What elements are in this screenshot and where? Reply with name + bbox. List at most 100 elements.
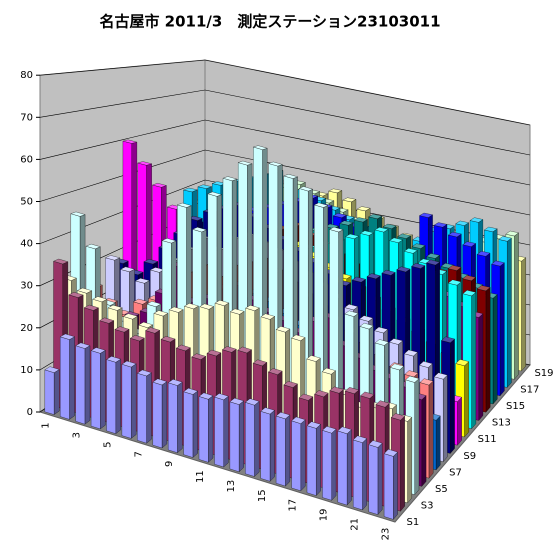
y-tick-label: 80: [20, 70, 33, 81]
bar: [106, 356, 122, 435]
bar-front: [121, 363, 132, 439]
bar-top: [175, 344, 191, 352]
bar-top: [214, 393, 229, 401]
bar-top: [152, 378, 168, 386]
bar-top: [390, 413, 405, 421]
bar-top: [122, 313, 138, 320]
y-tick-label: 50: [20, 197, 33, 208]
bar-top: [145, 327, 161, 334]
bar-side: [521, 257, 526, 372]
bar-side: [177, 381, 183, 454]
bar-side: [393, 451, 398, 520]
bar: [352, 435, 368, 511]
bar-side: [146, 372, 152, 444]
bar-side: [407, 416, 412, 504]
bar-top: [99, 317, 115, 324]
bar-top: [106, 356, 122, 363]
bar: [75, 342, 91, 425]
grid-line: [204, 119, 531, 186]
bar-front: [322, 430, 332, 501]
bar-top: [75, 342, 91, 349]
bar-top: [396, 266, 411, 273]
series-label: S3: [421, 500, 434, 511]
bar-front: [275, 415, 286, 487]
x-tick-label: 15: [257, 489, 268, 502]
bar-side: [285, 414, 291, 487]
bar-side: [507, 237, 512, 388]
bar-top: [207, 191, 223, 197]
bar-top: [339, 220, 354, 226]
bar-top: [283, 174, 299, 179]
bar-top: [184, 303, 199, 310]
bar-top: [275, 326, 291, 333]
chart-title: 名古屋市 2011/3 測定ステーション23103011: [99, 13, 440, 31]
bar: [183, 387, 199, 458]
bar-top: [44, 366, 60, 373]
bar-top: [447, 265, 462, 271]
bar-side: [471, 292, 477, 430]
bar-top: [351, 276, 366, 283]
bar-top: [328, 188, 343, 194]
bar-top: [411, 263, 426, 269]
bar-front: [183, 391, 194, 458]
y-tick-label: 10: [20, 365, 33, 376]
bar-top: [161, 238, 177, 244]
bar-side: [435, 415, 441, 471]
bar: [44, 366, 60, 415]
bar-side: [69, 336, 75, 420]
series-label: S7: [449, 467, 462, 478]
bar-top: [462, 275, 477, 281]
bar: [198, 392, 214, 463]
bar-side: [84, 345, 91, 425]
bar: [291, 416, 306, 492]
y-tick-label: 20: [20, 323, 33, 334]
bar-top: [183, 387, 199, 395]
bar-top: [426, 253, 440, 259]
bar: [260, 407, 275, 482]
bar-top: [476, 251, 491, 257]
bar-top: [83, 304, 99, 311]
bar-top: [206, 349, 222, 357]
bar-top: [447, 279, 462, 286]
bar-side: [100, 350, 106, 430]
grid-line: [39, 179, 206, 244]
bar-top: [419, 378, 434, 386]
bar-top: [137, 161, 153, 166]
bar-top: [332, 213, 347, 218]
bar-top: [342, 197, 357, 203]
bar-top: [359, 322, 374, 330]
bar-top: [121, 360, 137, 368]
bar: [322, 426, 337, 501]
series-label: S19: [534, 368, 553, 379]
bar-front: [383, 453, 394, 520]
bar-top: [359, 230, 374, 236]
bar-front: [229, 401, 240, 473]
bar-top: [245, 305, 260, 311]
bar-side: [414, 378, 420, 496]
bar-top: [275, 412, 291, 420]
bar: [167, 379, 183, 454]
bar: [337, 426, 352, 506]
bar-top: [237, 346, 252, 354]
bar: [90, 347, 106, 430]
bar-top: [129, 335, 145, 342]
bar-front: [368, 444, 379, 515]
bar-top: [268, 161, 283, 167]
bar-top: [143, 259, 159, 265]
bar: [59, 333, 75, 420]
bar-top: [374, 339, 389, 346]
bar-top: [405, 375, 420, 383]
bar-top: [329, 386, 344, 394]
bar-top: [389, 338, 404, 345]
bar-top: [426, 259, 441, 266]
bar-top: [353, 217, 368, 223]
x-tick-label: 11: [195, 470, 206, 483]
bar-top: [381, 269, 396, 276]
bar-top: [397, 233, 412, 239]
x-tick-label: 3: [72, 432, 83, 438]
bar-front: [291, 420, 301, 492]
bar-top: [359, 315, 374, 322]
bar-top: [441, 336, 455, 343]
